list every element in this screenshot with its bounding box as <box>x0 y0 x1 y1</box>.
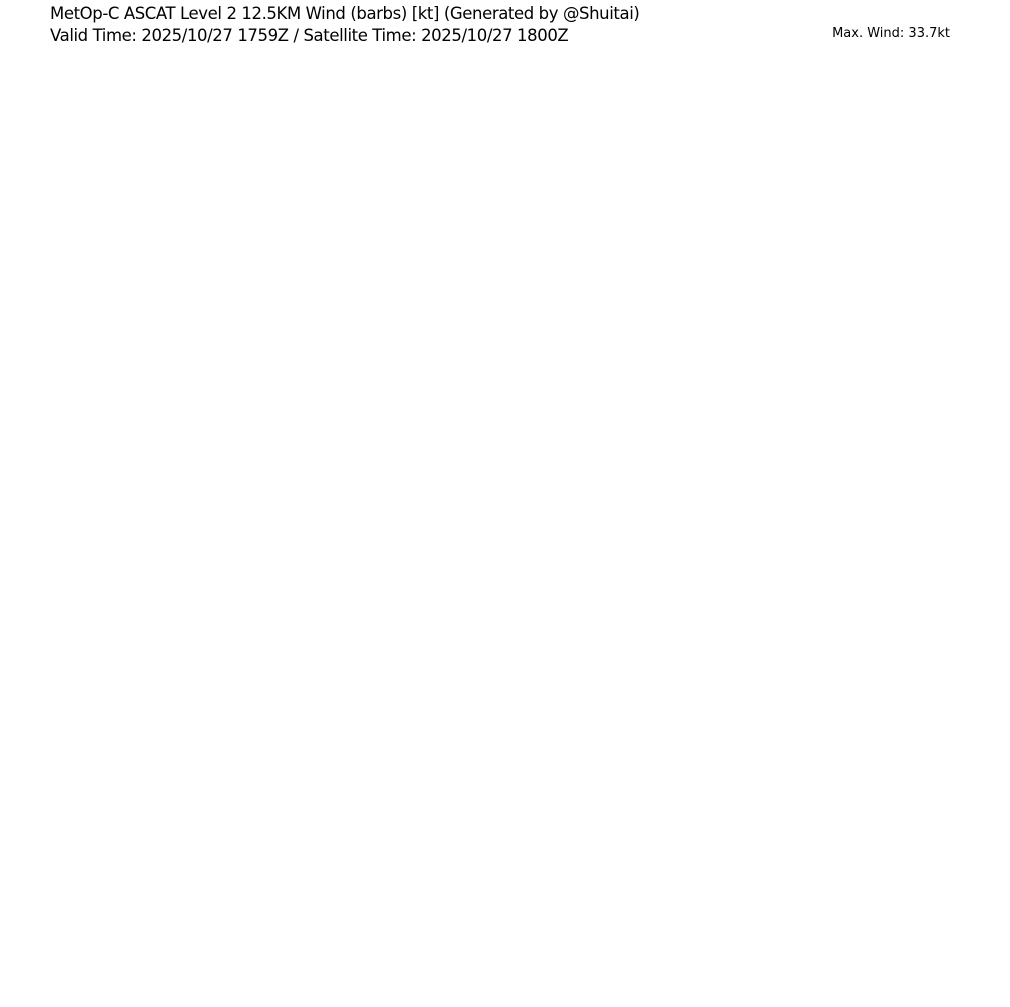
colorbar <box>952 57 1010 207</box>
plot-subtitle: Valid Time: 2025/10/27 1759Z / Satellite… <box>50 26 569 45</box>
plot-title: MetOp-C ASCAT Level 2 12.5KM Wind (barbs… <box>50 4 640 23</box>
satellite-wind-map <box>49 60 951 977</box>
max-wind-label: Max. Wind: 33.7kt <box>832 26 950 41</box>
